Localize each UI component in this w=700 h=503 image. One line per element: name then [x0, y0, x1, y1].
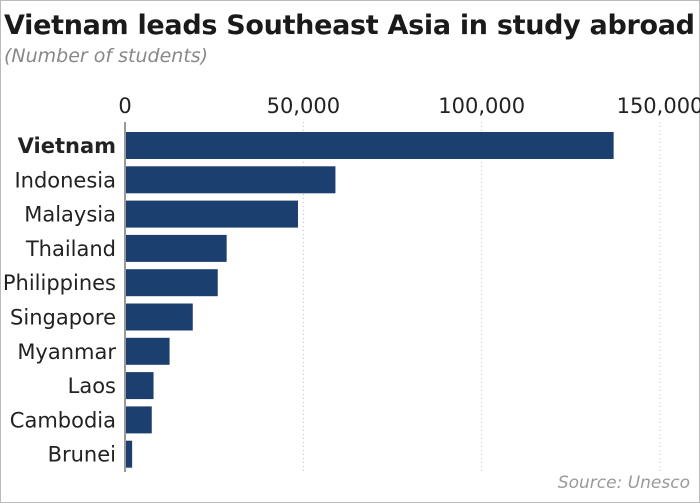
bar-philippines: [126, 269, 218, 297]
x-tick-label: 150,000: [617, 94, 700, 118]
x-tick-label: 50,000: [267, 94, 340, 118]
bar-vietnam: [126, 132, 614, 159]
x-tick-label: 0: [118, 94, 131, 118]
chart-subtitle: (Number of students): [4, 45, 209, 67]
bar-indonesia: [126, 166, 336, 194]
category-label: Brunei: [48, 443, 116, 467]
source-note: Source: Unesco: [557, 473, 690, 493]
bar-malaysia: [126, 200, 298, 228]
chart-title: Vietnam leads Southeast Asia in study ab…: [4, 10, 695, 41]
bar-cambodia: [126, 406, 152, 434]
bar-laos: [126, 372, 154, 400]
category-label: Cambodia: [10, 408, 116, 432]
bar-brunei: [126, 440, 133, 468]
bar-singapore: [126, 303, 193, 331]
category-label: Myanmar: [17, 340, 116, 364]
category-label: Philippines: [3, 271, 116, 295]
category-label: Indonesia: [14, 168, 116, 192]
category-label: Singapore: [10, 306, 116, 330]
category-label: Thailand: [25, 237, 116, 261]
x-tick-label: 100,000: [438, 94, 525, 118]
category-label: Vietnam: [18, 134, 116, 158]
category-label: Laos: [68, 374, 116, 398]
bar-thailand: [126, 234, 227, 262]
bar-myanmar: [126, 337, 170, 365]
category-label: Malaysia: [24, 203, 116, 227]
